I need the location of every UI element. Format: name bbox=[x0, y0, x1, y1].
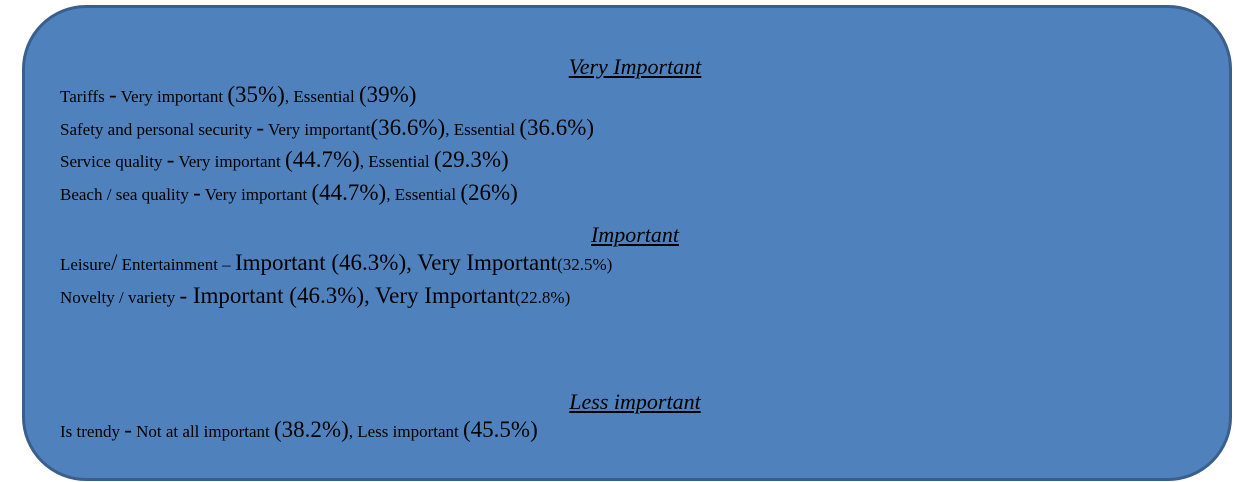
text-run: , Essential bbox=[386, 184, 461, 204]
text-run: , Essential bbox=[445, 119, 520, 139]
text-run: - bbox=[166, 147, 175, 172]
text-run: - bbox=[109, 82, 117, 107]
text-run: (39%) bbox=[358, 82, 417, 107]
text-run: (45.5%) bbox=[463, 417, 538, 442]
text-run: Leisure bbox=[60, 255, 111, 274]
text-run: - Important (46.3%), Very Important bbox=[179, 282, 515, 308]
section-heading: Very Important bbox=[568, 54, 702, 79]
text-line: Service quality - Very important (44.7%)… bbox=[60, 145, 1210, 178]
text-line: Is trendy - Not at all important (38.2%)… bbox=[60, 415, 1210, 448]
text-line: Tariffs - Very important (35%), Essentia… bbox=[60, 80, 1210, 113]
text-run: Beach / sea quality bbox=[60, 184, 194, 204]
text-run: Very important bbox=[116, 87, 228, 106]
text-run: - bbox=[256, 114, 265, 140]
text-line: Novelty / variety - Important (46.3%), V… bbox=[60, 281, 1210, 314]
text-line: Beach / sea quality - Very important (44… bbox=[60, 178, 1210, 211]
text-run: - bbox=[193, 179, 201, 205]
text-run: Very important bbox=[264, 119, 371, 139]
section-heading: Important bbox=[591, 222, 679, 247]
text-run: , Essential bbox=[359, 152, 434, 171]
section: Important Leisure/ Entertainment – Import… bbox=[60, 222, 1210, 313]
section-heading: Less important bbox=[569, 389, 701, 414]
text-run: - bbox=[124, 417, 132, 442]
text-run: Very important bbox=[200, 184, 312, 204]
text-run: (44.7%) bbox=[311, 179, 387, 205]
text-run: (29.3%) bbox=[433, 147, 509, 172]
text-run: (38.2%) bbox=[274, 417, 349, 442]
text-run: (32.5%) bbox=[557, 255, 613, 274]
text-run: (35%) bbox=[227, 82, 285, 107]
text-run: Is trendy bbox=[60, 422, 125, 441]
section: Less important Is trendy - Not at all imp… bbox=[60, 389, 1210, 448]
text-run: (44.7%) bbox=[285, 147, 360, 172]
text-run: (26%) bbox=[460, 179, 518, 205]
text-run: Tariffs bbox=[60, 87, 110, 106]
text-run: Service quality bbox=[60, 152, 167, 171]
text-run: , Essential bbox=[284, 87, 359, 106]
text-run: , Less important bbox=[348, 422, 463, 441]
section: Very Important Tariffs - Very important (… bbox=[60, 54, 1210, 210]
rounded-panel bbox=[22, 5, 1232, 481]
text-run: Very important bbox=[174, 152, 286, 171]
text-run: Safety and personal security bbox=[60, 119, 257, 139]
text-line: Safety and personal security - Very impo… bbox=[60, 113, 1210, 146]
text-run: (36.6%) bbox=[370, 114, 446, 140]
text-line: Leisure/ Entertainment – Important (46.3… bbox=[60, 248, 1210, 281]
text-run: Entertainment – bbox=[117, 255, 235, 274]
text-run: (22.8%) bbox=[515, 287, 571, 307]
text-run: / bbox=[110, 250, 118, 275]
text-run: Not at all important bbox=[131, 422, 274, 441]
text-run: Novelty / variety bbox=[60, 287, 180, 307]
text-run: Important (46.3%), Very Important bbox=[234, 250, 558, 275]
text-run: (36.6%) bbox=[519, 114, 595, 140]
